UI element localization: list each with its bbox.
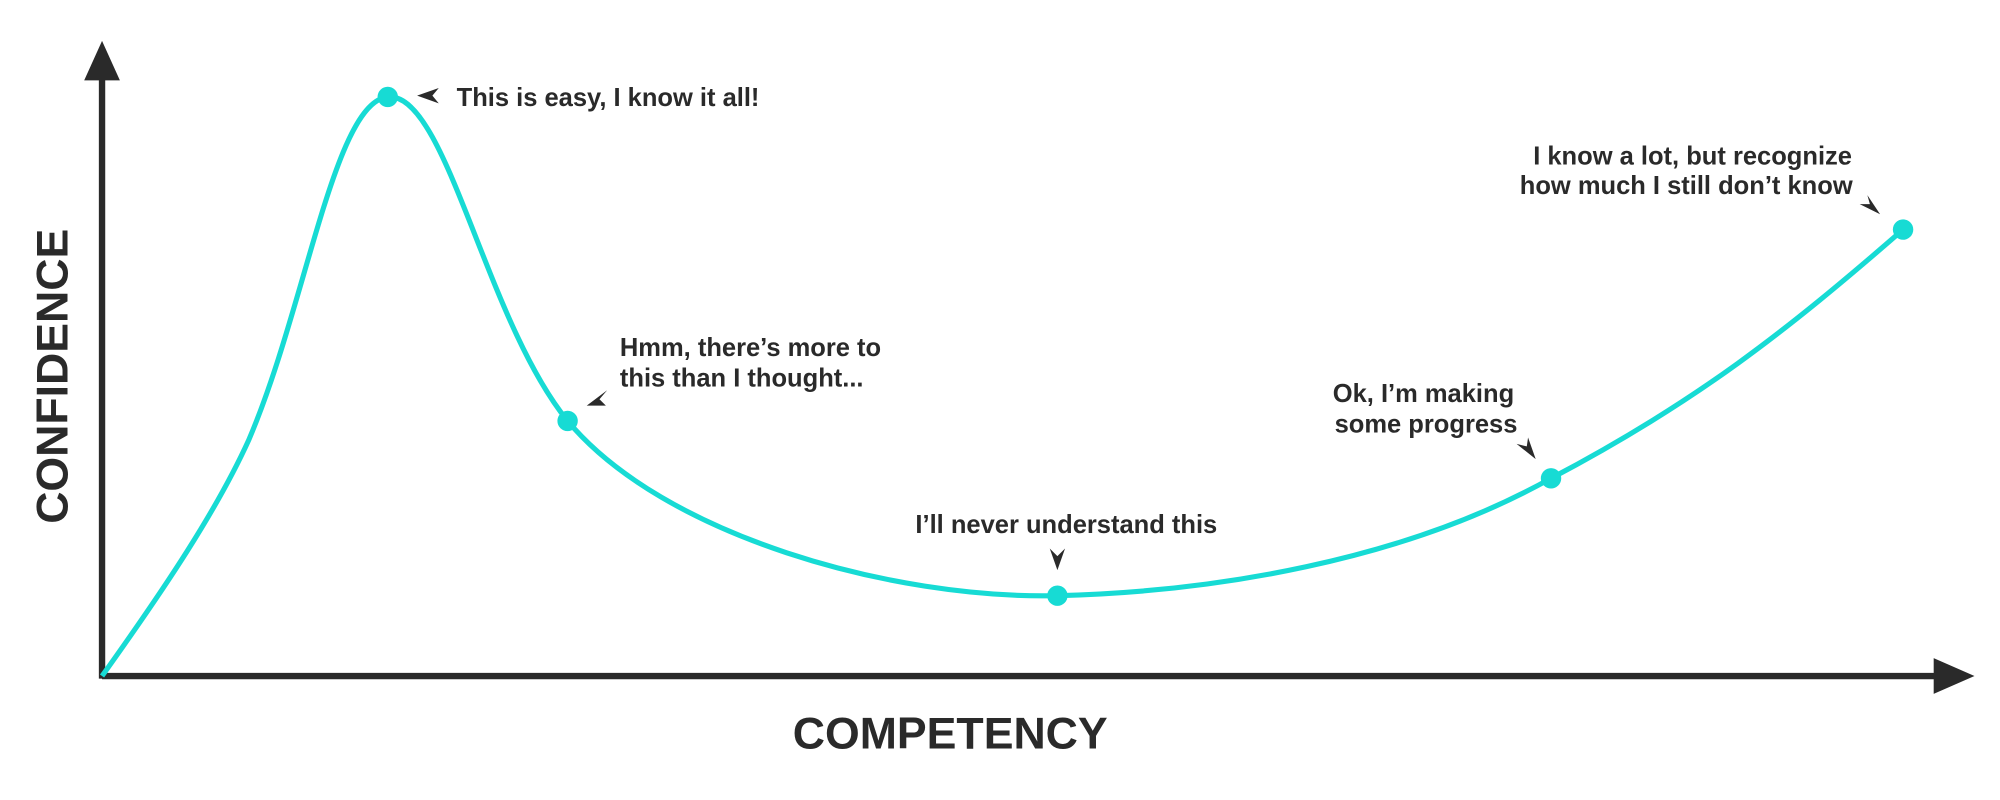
point: [557, 410, 578, 432]
y-axis-label: CONFIDENCE: [29, 229, 78, 524]
pointer: [1049, 548, 1066, 571]
annotation: Ok, I’m making: [1333, 380, 1514, 408]
annotation: how much I still don’t know: [1520, 172, 1853, 200]
point: [1892, 219, 1914, 240]
annotation: I know a lot, but recognize: [1533, 143, 1852, 171]
y-axis-arrow: [84, 40, 120, 81]
pointer: [586, 390, 608, 406]
annotation: This is easy, I know it all!: [457, 84, 760, 112]
annotation: this than I thought...: [620, 364, 864, 392]
annotation: I’ll never understand this: [915, 511, 1217, 539]
pointer: [1859, 195, 1881, 215]
point: [1047, 585, 1068, 606]
annotation: some progress: [1335, 410, 1518, 438]
x-axis-label: COMPETENCY: [793, 710, 1108, 759]
point: [377, 86, 398, 108]
x-axis-arrow: [1933, 658, 1975, 694]
annotation: Hmm, there’s more to: [620, 334, 881, 362]
point: [1540, 468, 1562, 489]
pointer: [1516, 437, 1536, 460]
pointer: [417, 88, 439, 104]
